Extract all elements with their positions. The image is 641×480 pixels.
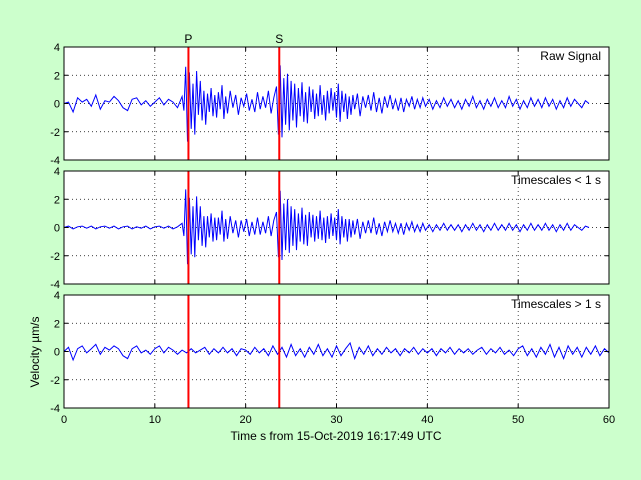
- phase-label-p: P: [184, 32, 192, 46]
- x-tick-label: 40: [421, 414, 433, 426]
- panel-title: Raw Signal: [540, 49, 601, 63]
- y-tick-label: 4: [54, 166, 60, 178]
- y-tick-label: 0: [54, 223, 60, 235]
- y-axis-title: Velocity µm/s: [28, 317, 42, 388]
- x-tick-label: 10: [149, 414, 161, 426]
- y-tick-label: -4: [50, 279, 60, 291]
- phase-label-s: S: [275, 32, 283, 46]
- y-tick-label: 2: [54, 318, 60, 330]
- y-tick-label: -4: [50, 403, 60, 415]
- y-tick-label: 2: [54, 194, 60, 206]
- x-tick-label: 60: [603, 414, 615, 426]
- x-tick-label: 20: [240, 414, 252, 426]
- panel-3: -4 -2 0 2 4 Timescales > 1 s 0 10 20 30 40 50 60: [50, 290, 615, 426]
- panel-title: Timescales < 1 s: [511, 173, 601, 187]
- panel-title: Timescales > 1 s: [511, 297, 601, 311]
- y-tick-label: 4: [54, 42, 60, 54]
- y-tick-label: 0: [54, 99, 60, 111]
- y-tick-label: 0: [54, 347, 60, 359]
- panel-1: -4 -2 0 2 4 Raw Signal: [50, 42, 610, 167]
- x-tick-label: 50: [512, 414, 524, 426]
- y-tick-label: 2: [54, 70, 60, 82]
- y-tick-label: -2: [50, 375, 60, 387]
- x-tick-label: 0: [61, 414, 67, 426]
- y-tick-label: -4: [50, 155, 60, 167]
- y-tick-label: -2: [50, 127, 60, 139]
- y-tick-label: -2: [50, 251, 60, 263]
- y-tick-label: 4: [54, 290, 60, 302]
- x-tick-label: 30: [330, 414, 342, 426]
- panel-2: -4 -2 0 2 4 Timescales < 1 s: [50, 166, 610, 291]
- x-axis-title: Time s from 15-Oct-2019 16:17:49 UTC: [231, 429, 442, 443]
- signal-trace: [63, 65, 590, 142]
- signal-trace: [63, 341, 610, 362]
- panels-group: -4 -2 0 2 4 Raw Signal -4 -2 0 2 4 Timescales < 1 s…: [50, 32, 615, 426]
- signal-trace: [63, 189, 590, 265]
